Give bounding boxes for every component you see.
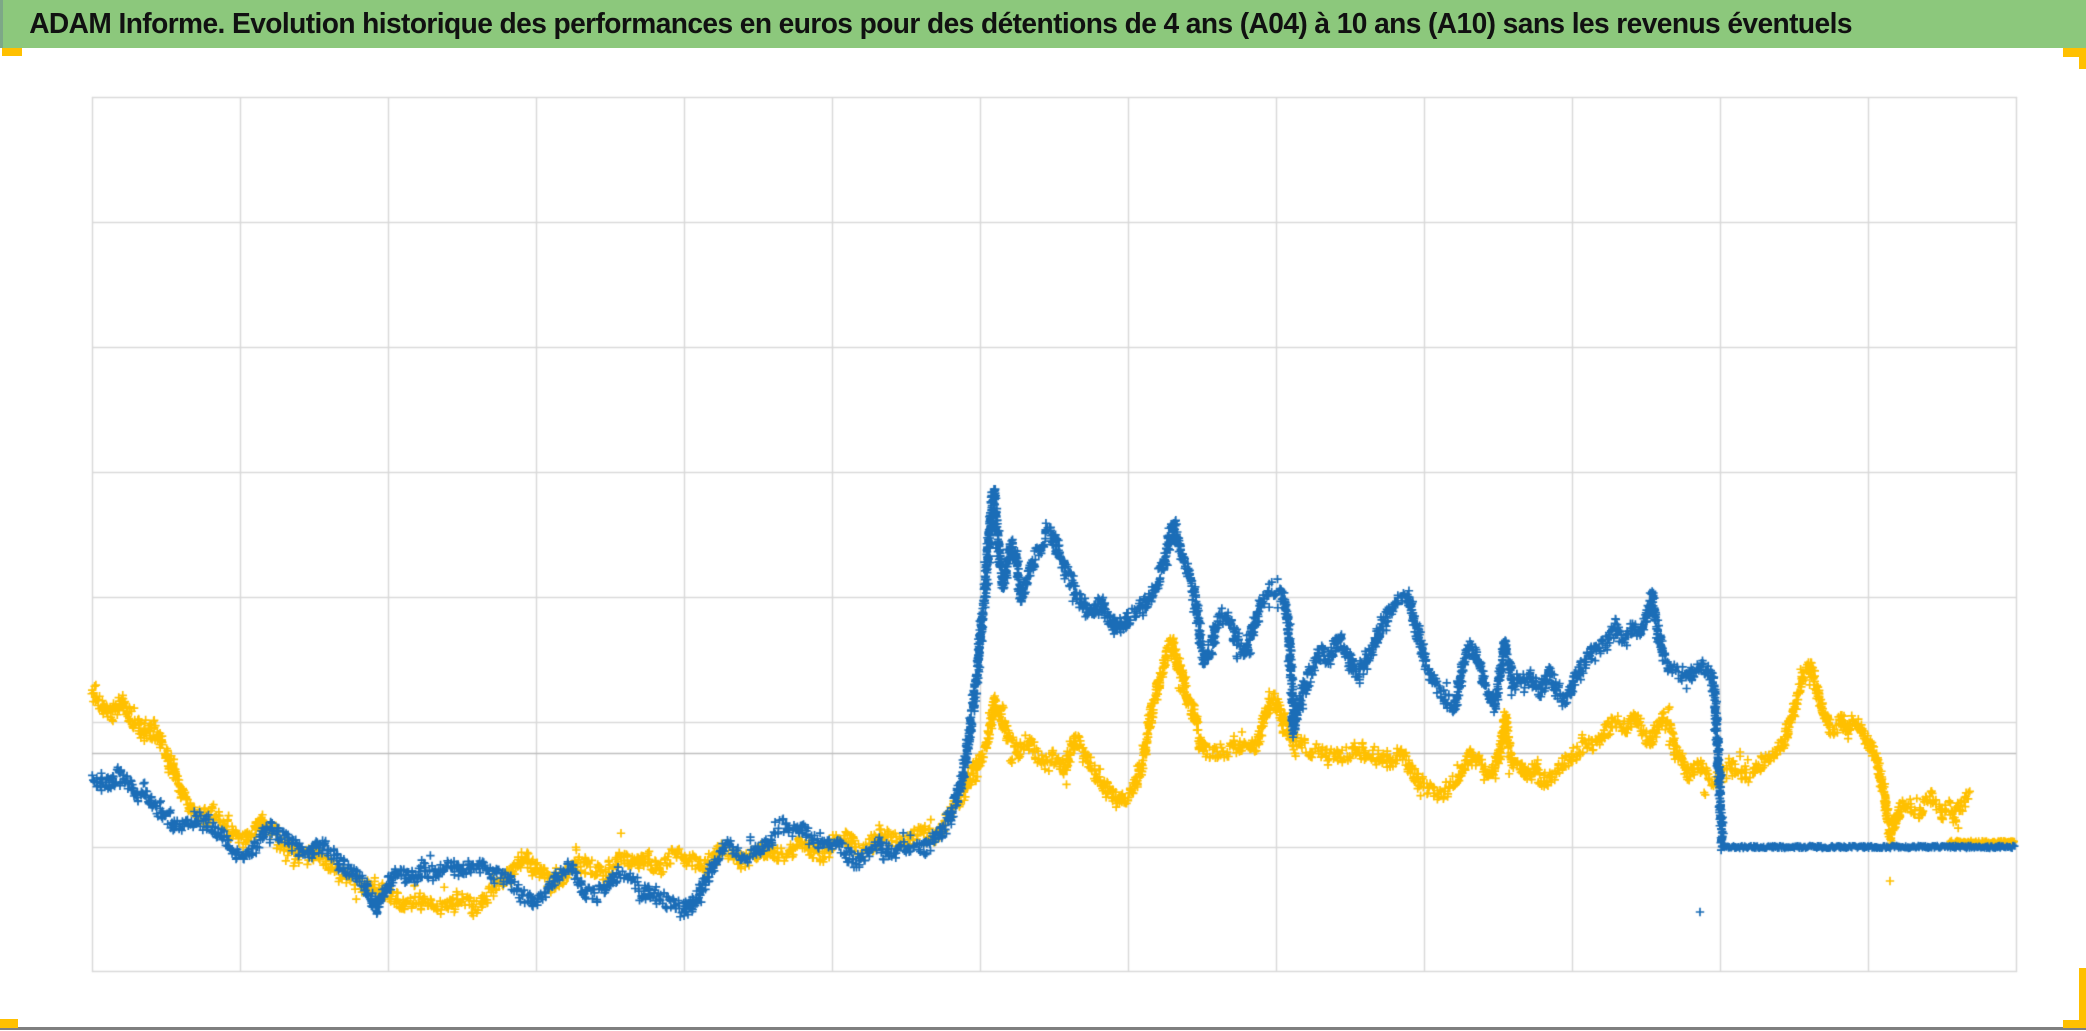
corner-mark-bottom-right-horizontal — [2063, 1020, 2086, 1028]
bottom-rule — [0, 1027, 2086, 1030]
corner-mark-top-right-horizontal — [2063, 48, 2086, 57]
corner-mark-bottom-left — [0, 1019, 18, 1028]
corner-mark-bottom-right-vertical — [2079, 968, 2086, 1028]
corner-mark-top-right-vertical — [2079, 48, 2086, 69]
corner-mark-top-left — [2, 48, 22, 56]
